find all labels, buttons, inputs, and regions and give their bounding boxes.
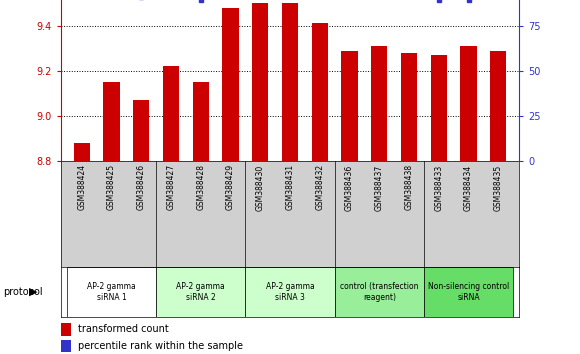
Bar — [163, 66, 179, 161]
Text: GSM388431: GSM388431 — [285, 164, 295, 210]
Bar — [252, 3, 269, 161]
Bar — [341, 51, 358, 161]
Text: GSM388436: GSM388436 — [345, 164, 354, 211]
Bar — [133, 100, 150, 161]
Text: Non-silencing control
siRNA: Non-silencing control siRNA — [428, 282, 509, 302]
Bar — [61, 323, 71, 336]
Text: GSM388426: GSM388426 — [137, 164, 146, 210]
Bar — [430, 55, 447, 161]
Text: GSM388432: GSM388432 — [316, 164, 324, 210]
Bar — [335, 267, 424, 317]
Bar — [490, 51, 506, 161]
Bar — [282, 3, 298, 161]
Text: ▶: ▶ — [30, 287, 38, 297]
Text: GSM388434: GSM388434 — [464, 164, 473, 211]
Text: percentile rank within the sample: percentile rank within the sample — [78, 341, 243, 351]
Bar — [245, 267, 335, 317]
Bar — [371, 46, 387, 161]
Text: GSM388438: GSM388438 — [404, 164, 414, 210]
Text: GSM388430: GSM388430 — [256, 164, 264, 211]
Text: GSM388437: GSM388437 — [375, 164, 384, 211]
Text: control (transfection
reagent): control (transfection reagent) — [340, 282, 419, 302]
Bar — [424, 267, 513, 317]
Text: AP-2 gamma
siRNA 1: AP-2 gamma siRNA 1 — [87, 282, 136, 302]
Bar — [74, 143, 90, 161]
Bar — [193, 82, 209, 161]
Text: GSM388425: GSM388425 — [107, 164, 116, 210]
Text: GSM388427: GSM388427 — [166, 164, 176, 210]
Text: transformed count: transformed count — [78, 324, 169, 334]
Text: GSM388428: GSM388428 — [196, 164, 205, 210]
Bar — [461, 46, 477, 161]
Text: GSM388433: GSM388433 — [434, 164, 443, 211]
Bar — [61, 339, 71, 352]
Bar — [401, 53, 417, 161]
Text: GSM388424: GSM388424 — [77, 164, 86, 210]
Text: protocol: protocol — [3, 287, 42, 297]
Bar — [156, 267, 245, 317]
Bar — [67, 267, 156, 317]
Text: GSM388435: GSM388435 — [494, 164, 503, 211]
Text: AP-2 gamma
siRNA 3: AP-2 gamma siRNA 3 — [266, 282, 314, 302]
Bar — [103, 82, 119, 161]
Bar — [311, 23, 328, 161]
Text: AP-2 gamma
siRNA 2: AP-2 gamma siRNA 2 — [176, 282, 225, 302]
Text: GSM388429: GSM388429 — [226, 164, 235, 210]
Bar — [222, 8, 239, 161]
